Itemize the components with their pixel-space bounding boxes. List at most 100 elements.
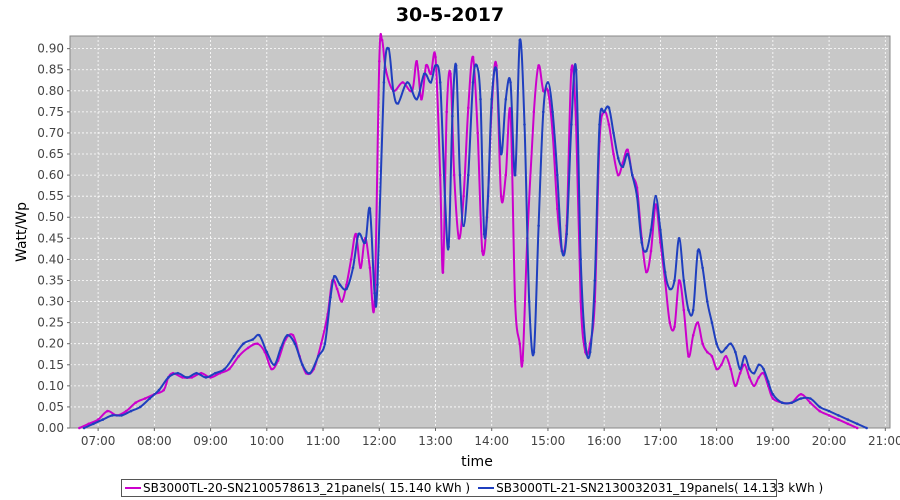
data-point xyxy=(396,102,400,105)
data-point xyxy=(139,405,142,409)
data-point xyxy=(706,300,709,303)
series-2 xyxy=(82,38,868,430)
data-point xyxy=(424,64,428,67)
data-point xyxy=(729,342,732,346)
data-point xyxy=(499,152,503,156)
data-point xyxy=(101,418,105,421)
data-point xyxy=(449,72,452,76)
legend-label-series-2: SB3000TL-21-SN2130032031_19panels( 14.13… xyxy=(496,481,824,495)
data-point xyxy=(607,123,611,126)
data-point xyxy=(335,287,339,291)
legend-swatch-series-1 xyxy=(125,487,141,489)
data-point xyxy=(148,397,151,400)
data-point xyxy=(588,350,592,354)
data-point xyxy=(537,224,540,227)
data-point xyxy=(645,249,648,253)
data-point xyxy=(380,38,384,42)
data-point xyxy=(340,300,344,303)
data-point xyxy=(696,249,700,253)
data-point xyxy=(706,350,709,354)
data-point xyxy=(479,97,482,101)
data-point xyxy=(237,355,240,358)
data-point xyxy=(246,346,250,350)
data-point xyxy=(441,270,445,274)
data-point xyxy=(560,249,564,253)
data-point xyxy=(486,194,490,198)
data-point xyxy=(818,409,821,413)
data-point xyxy=(476,131,480,135)
series-layer xyxy=(78,33,868,430)
data-point xyxy=(734,384,737,388)
data-point xyxy=(345,283,348,287)
y-tick-label: 0.15 xyxy=(37,358,64,372)
data-point xyxy=(710,321,714,324)
data-point xyxy=(837,414,840,417)
data-point xyxy=(357,232,360,236)
data-point xyxy=(429,72,433,76)
data-point xyxy=(532,350,536,354)
data-point xyxy=(490,97,494,101)
data-point xyxy=(392,89,395,93)
data-point xyxy=(649,228,653,232)
data-point xyxy=(598,123,601,126)
data-point xyxy=(631,173,634,177)
x-axis: 07:00 08:00 09:00 10:00 11:00 12:00 13:00 14:00… xyxy=(81,428,900,448)
data-point xyxy=(602,110,606,114)
data-point xyxy=(579,300,582,303)
data-point xyxy=(354,232,358,236)
data-point xyxy=(319,342,323,346)
data-point xyxy=(451,114,454,118)
data-point xyxy=(495,64,498,67)
data-point xyxy=(134,401,137,405)
data-point xyxy=(546,81,550,84)
x-tick-label: 20:00 xyxy=(812,434,847,448)
y-axis: 0.00 0.05 0.10 0.15 0.20 0.25 0.30 0.35 0.40 0.45… xyxy=(37,42,70,435)
y-tick-label: 0.10 xyxy=(37,379,64,393)
data-point xyxy=(162,388,165,392)
data-point xyxy=(323,342,327,346)
data-point xyxy=(106,409,109,413)
data-point xyxy=(338,283,342,287)
data-point xyxy=(734,350,737,354)
data-point xyxy=(279,346,283,350)
y-tick-label: 0.20 xyxy=(37,337,64,351)
data-point xyxy=(270,367,273,371)
x-tick-label: 07:00 xyxy=(81,434,116,448)
x-tick-label: 09:00 xyxy=(193,434,228,448)
data-point xyxy=(720,363,723,367)
data-point xyxy=(720,350,723,354)
y-tick-label: 0.45 xyxy=(37,231,64,245)
data-point xyxy=(799,393,803,396)
data-point xyxy=(406,81,409,84)
data-point xyxy=(157,388,161,392)
series-line-1 xyxy=(78,33,858,429)
y-axis-label: Watt/Wp xyxy=(14,202,30,262)
data-point xyxy=(570,68,573,71)
data-point xyxy=(696,321,700,324)
data-point xyxy=(129,409,133,413)
x-tick-label: 19:00 xyxy=(756,434,791,448)
data-point xyxy=(809,397,812,400)
data-point xyxy=(329,296,332,299)
data-point xyxy=(621,165,625,168)
x-axis-label: time xyxy=(461,454,493,470)
data-point xyxy=(865,426,868,430)
data-point xyxy=(579,258,582,261)
data-point xyxy=(701,342,704,346)
data-point xyxy=(682,308,686,312)
data-point xyxy=(846,422,850,426)
chart-title: 30-5-2017 xyxy=(395,4,505,26)
data-point xyxy=(523,123,526,126)
data-point xyxy=(574,68,578,71)
data-point xyxy=(185,376,189,379)
data-point xyxy=(701,266,704,270)
data-point xyxy=(195,371,198,375)
data-point xyxy=(420,97,423,101)
data-point xyxy=(691,334,695,337)
data-point xyxy=(743,363,746,367)
data-point xyxy=(467,173,470,177)
y-tick-label: 0.25 xyxy=(37,316,64,330)
data-point xyxy=(415,97,419,101)
data-point xyxy=(351,266,355,270)
y-tick-label: 0.50 xyxy=(37,210,64,224)
